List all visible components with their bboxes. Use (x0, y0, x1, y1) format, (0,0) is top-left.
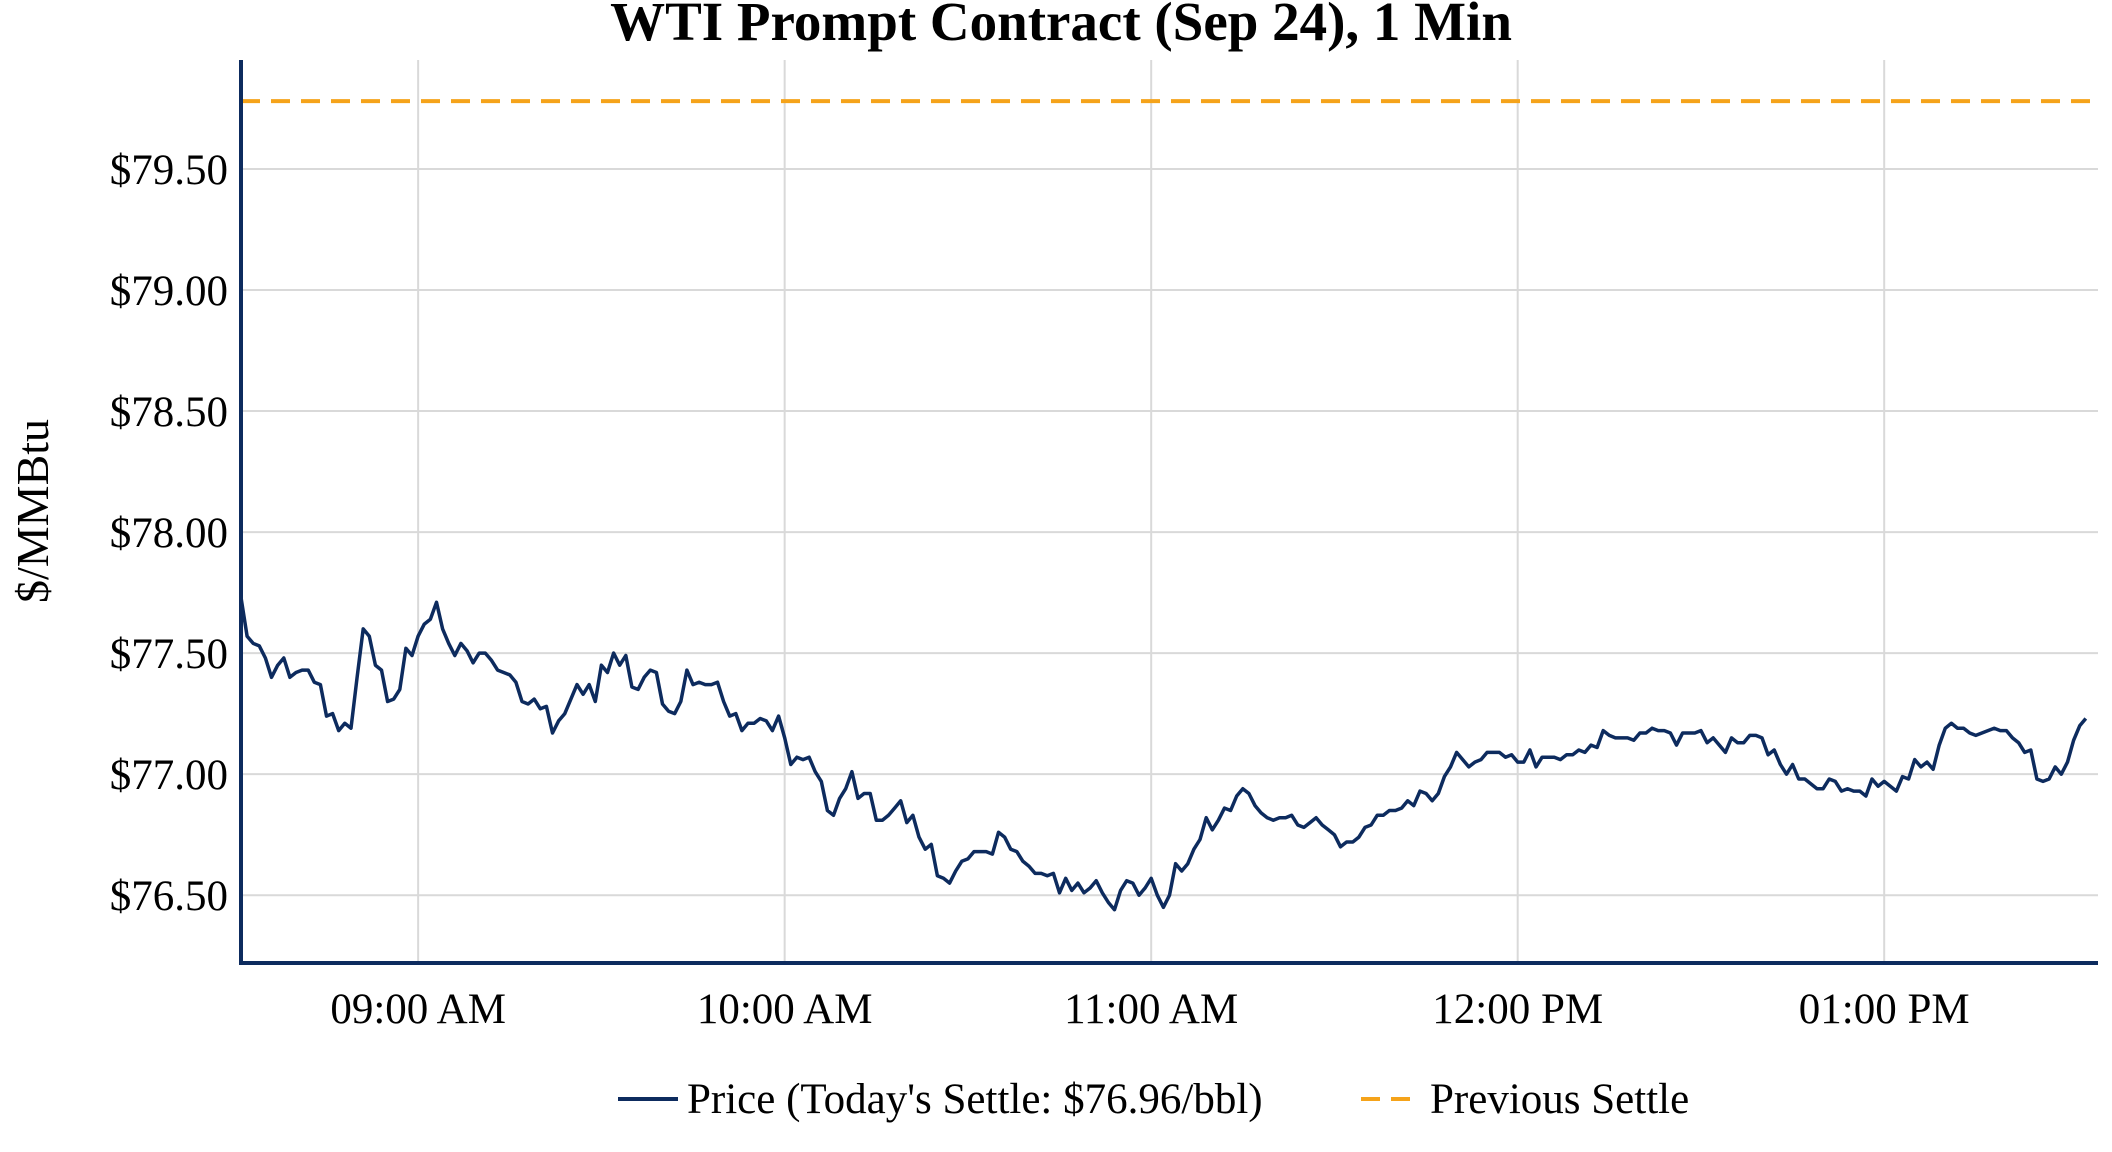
y-tick-label: $79.00 (110, 268, 228, 315)
grid (241, 60, 2098, 963)
y-tick-label: $78.00 (110, 510, 228, 557)
x-tick-label: 12:00 PM (1432, 986, 1603, 1033)
y-tick-label: $77.00 (110, 752, 228, 799)
legend-label-previous-settle: Previous Settle (1430, 1076, 1689, 1123)
price-line (239, 597, 2088, 912)
y-tick-label: $79.50 (110, 147, 228, 194)
legend-label-price: Price (Today's Settle: $76.96/bbl) (687, 1076, 1263, 1123)
x-tick-labels: 09:00 AM 10:00 AM 11:00 AM 12:00 PM 01:00 PM (330, 986, 1969, 1033)
axes (239, 60, 2098, 965)
y-tick-labels: $76.50 $77.00 $77.50 $78.00 $78.50 $79.00 $79.… (110, 147, 228, 920)
x-tick-label: 11:00 AM (1064, 986, 1238, 1033)
x-tick-label: 01:00 PM (1799, 986, 1970, 1033)
chart-title: WTI Prompt Contract (Sep 24), 1 Min (610, 0, 1512, 52)
x-tick-label: 09:00 AM (330, 986, 506, 1033)
legend-item-previous-settle[interactable]: Previous Settle (1361, 1076, 1689, 1123)
price-series (239, 597, 2088, 912)
x-tick-label: 10:00 AM (697, 986, 873, 1033)
legend: Price (Today's Settle: $76.96/bbl) Previ… (618, 1076, 1689, 1123)
y-tick-label: $78.50 (110, 389, 228, 436)
legend-item-price[interactable]: Price (Today's Settle: $76.96/bbl) (618, 1076, 1263, 1123)
y-tick-label: $77.50 (110, 631, 228, 678)
y-tick-label: $76.50 (110, 873, 228, 920)
y-axis-title: $/MMBtu (7, 419, 58, 603)
